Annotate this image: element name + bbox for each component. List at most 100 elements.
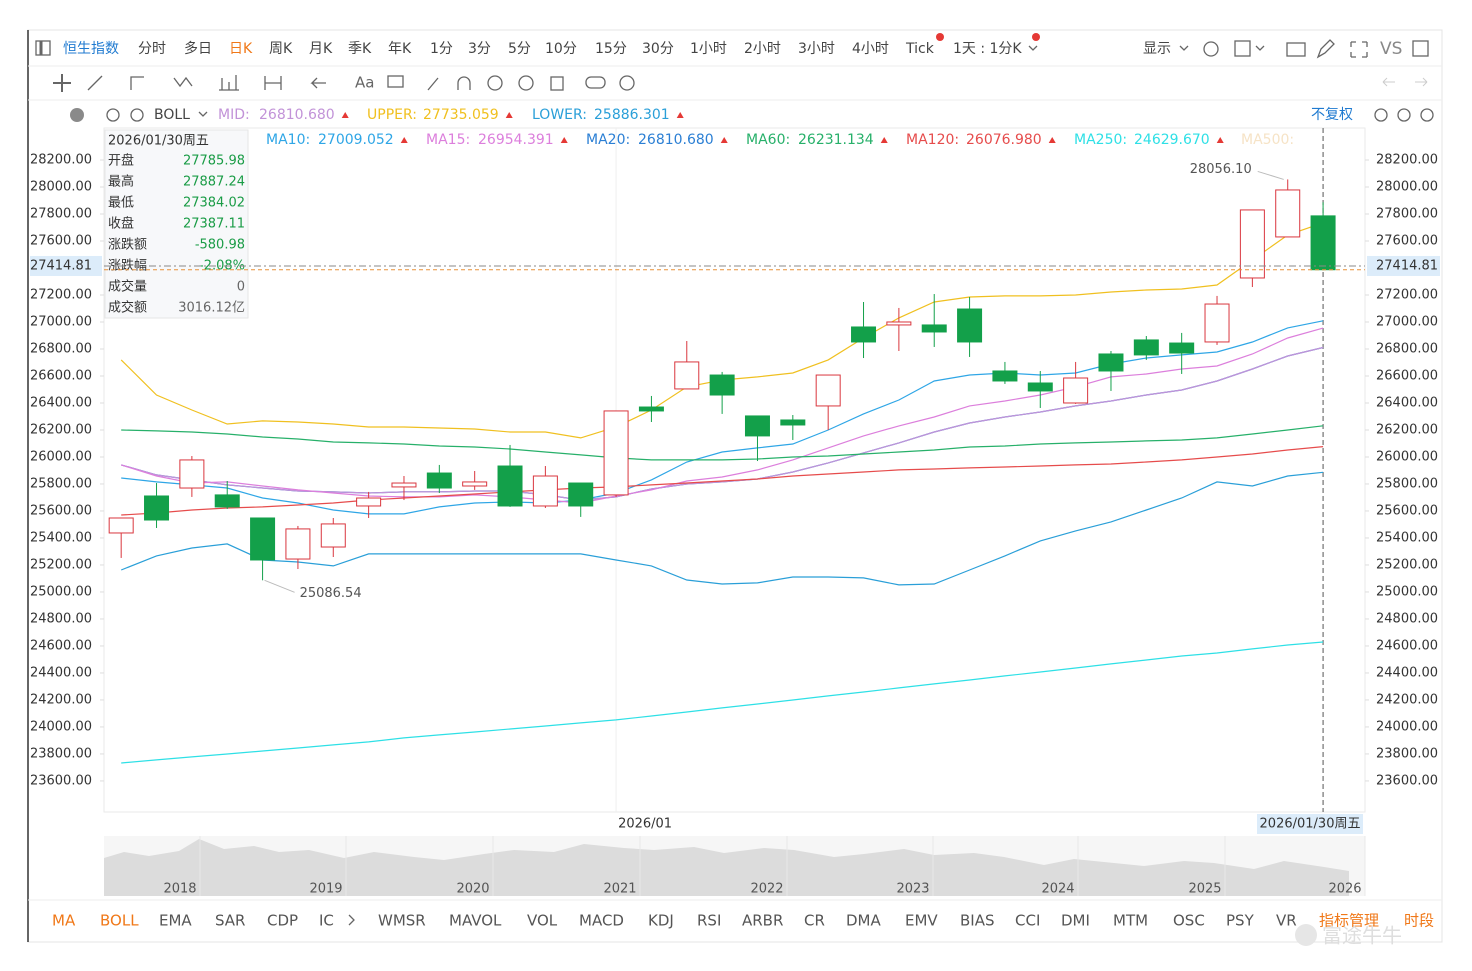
- period-tab[interactable]: 1分: [430, 41, 453, 57]
- indicator-tab[interactable]: KDJ: [648, 912, 674, 930]
- indicator-tab[interactable]: DMI: [1061, 912, 1090, 930]
- move-tool[interactable]: [53, 74, 71, 92]
- adjust-mode[interactable]: 不复权: [1311, 106, 1353, 123]
- candle-body: [462, 481, 488, 487]
- indicator-tab[interactable]: MACD: [579, 912, 624, 930]
- pen-icon[interactable]: [1316, 39, 1335, 59]
- tabs-next[interactable]: [348, 914, 355, 926]
- indicator-tab[interactable]: EMV: [905, 912, 938, 930]
- indicator-tab[interactable]: IC: [319, 912, 334, 930]
- ma500-label: MA500:: [1241, 132, 1294, 148]
- fib-tool[interactable]: [219, 75, 239, 91]
- collapse-icon[interactable]: [70, 108, 84, 122]
- candle-body: [214, 494, 240, 508]
- reset-icon[interactable]: [1374, 108, 1388, 122]
- period-tab[interactable]: 年K: [388, 41, 412, 57]
- wave-tool[interactable]: [173, 76, 193, 88]
- period-tab[interactable]: 5分: [508, 41, 531, 57]
- indicator-tab[interactable]: MA: [52, 912, 76, 930]
- period-tab[interactable]: 周K: [269, 41, 293, 57]
- zoom-out[interactable]: [1397, 108, 1411, 122]
- period-tab[interactable]: 分时: [138, 41, 166, 57]
- y2-tick-label: 25800.00: [1376, 476, 1438, 491]
- indicator-tab[interactable]: CR: [804, 912, 825, 930]
- symbol-name[interactable]: 恒生指数: [63, 41, 119, 57]
- period-tab[interactable]: 多日: [184, 40, 212, 57]
- sidebar-icon[interactable]: [35, 40, 51, 56]
- indicator-tab[interactable]: 指标管理: [1319, 912, 1379, 930]
- y2-tick-label: 26200.00: [1376, 422, 1438, 437]
- panel-icon[interactable]: [1412, 40, 1429, 57]
- indicator-tab[interactable]: BOLL: [100, 912, 139, 930]
- legend-value: 26810.680: [259, 107, 335, 123]
- brush-tool[interactable]: [427, 77, 439, 91]
- trend-marker: [341, 112, 349, 118]
- camera-icon[interactable]: [1286, 42, 1306, 57]
- candle-body: [851, 326, 877, 343]
- indicator-close[interactable]: [130, 108, 144, 122]
- indicator-settings[interactable]: [106, 108, 120, 122]
- period-tab[interactable]: 4小时: [852, 41, 889, 57]
- period-tab[interactable]: 月K: [309, 41, 333, 57]
- period-tab[interactable]: 3分: [468, 41, 491, 57]
- legend-label: MID:: [218, 107, 250, 123]
- info-value: -580.98: [195, 238, 245, 253]
- indicator-tab[interactable]: WMSR: [378, 912, 426, 930]
- indicator-tab[interactable]: CCI: [1015, 912, 1040, 930]
- indicator-tab[interactable]: 时段: [1404, 912, 1434, 930]
- indicator-tab[interactable]: EMA: [159, 912, 192, 930]
- indicator-tab[interactable]: VR: [1276, 912, 1297, 930]
- period-tab[interactable]: 季K: [348, 41, 372, 57]
- note-tool[interactable]: [387, 75, 404, 88]
- period-tab[interactable]: 30分: [642, 41, 674, 57]
- legend-value: 24629.670: [1134, 132, 1210, 148]
- indicator-tab[interactable]: ARBR: [742, 912, 783, 930]
- indicator-tab[interactable]: RSI: [697, 912, 721, 930]
- fullscreen-icon[interactable]: [1350, 41, 1368, 58]
- indicator-tab[interactable]: MAVOL: [449, 912, 502, 930]
- zoom-in[interactable]: [1420, 108, 1434, 122]
- period-tab[interactable]: 日K: [229, 41, 253, 57]
- period-tab[interactable]: Tick: [905, 41, 935, 57]
- indicator-tab[interactable]: MTM: [1113, 912, 1148, 930]
- y-tick-label: 24000.00: [30, 719, 92, 734]
- settings-icon[interactable]: [1203, 41, 1219, 57]
- indicator-tab[interactable]: SAR: [215, 912, 245, 930]
- indicator-tab[interactable]: VOL: [527, 912, 558, 930]
- display-menu[interactable]: 显示: [1143, 41, 1171, 57]
- period-tab[interactable]: 1小时: [690, 41, 727, 57]
- hide-tool[interactable]: [518, 75, 534, 91]
- tool-settings[interactable]: [619, 75, 635, 91]
- y-tick-label: 27200.00: [30, 287, 92, 302]
- info-value: 3016.12亿: [178, 301, 245, 316]
- indicator-tab[interactable]: CDP: [267, 912, 298, 930]
- link-tool[interactable]: [585, 76, 606, 89]
- period-tab[interactable]: 15分: [595, 41, 627, 57]
- indicator-tab[interactable]: OSC: [1173, 912, 1205, 930]
- compare-button[interactable]: VS: [1380, 39, 1402, 59]
- indicator-tab[interactable]: PSY: [1226, 912, 1255, 930]
- indicator-tab[interactable]: BIAS: [960, 912, 995, 930]
- indicator-tab[interactable]: DMA: [846, 912, 881, 930]
- ray-tool[interactable]: [130, 76, 144, 90]
- last-price-label-right: 27414.81: [1376, 258, 1438, 273]
- info-value: 27387.11: [183, 217, 245, 232]
- y-tick-label: 25600.00: [30, 503, 92, 518]
- undo-redo[interactable]: [1382, 77, 1428, 87]
- indicator-name[interactable]: BOLL: [154, 107, 190, 123]
- sync-tool[interactable]: [487, 75, 503, 91]
- magnet-tool[interactable]: [457, 76, 471, 90]
- period-tab[interactable]: 10分: [545, 41, 577, 57]
- line-tool[interactable]: [87, 75, 103, 91]
- info-label: 收盘: [108, 216, 134, 232]
- period-tab[interactable]: 2小时: [744, 41, 781, 57]
- candle-body: [250, 517, 276, 561]
- arrow-tool[interactable]: [310, 77, 326, 89]
- layout-icon[interactable]: [1234, 40, 1251, 57]
- measure-tool[interactable]: [264, 76, 282, 90]
- text-tool[interactable]: Aa: [355, 74, 374, 92]
- custom-period[interactable]: 1天 : 1分K: [953, 41, 1022, 57]
- delete-tool[interactable]: [550, 76, 564, 91]
- info-label: 涨跌额: [108, 237, 147, 253]
- period-tab[interactable]: 3小时: [798, 41, 835, 57]
